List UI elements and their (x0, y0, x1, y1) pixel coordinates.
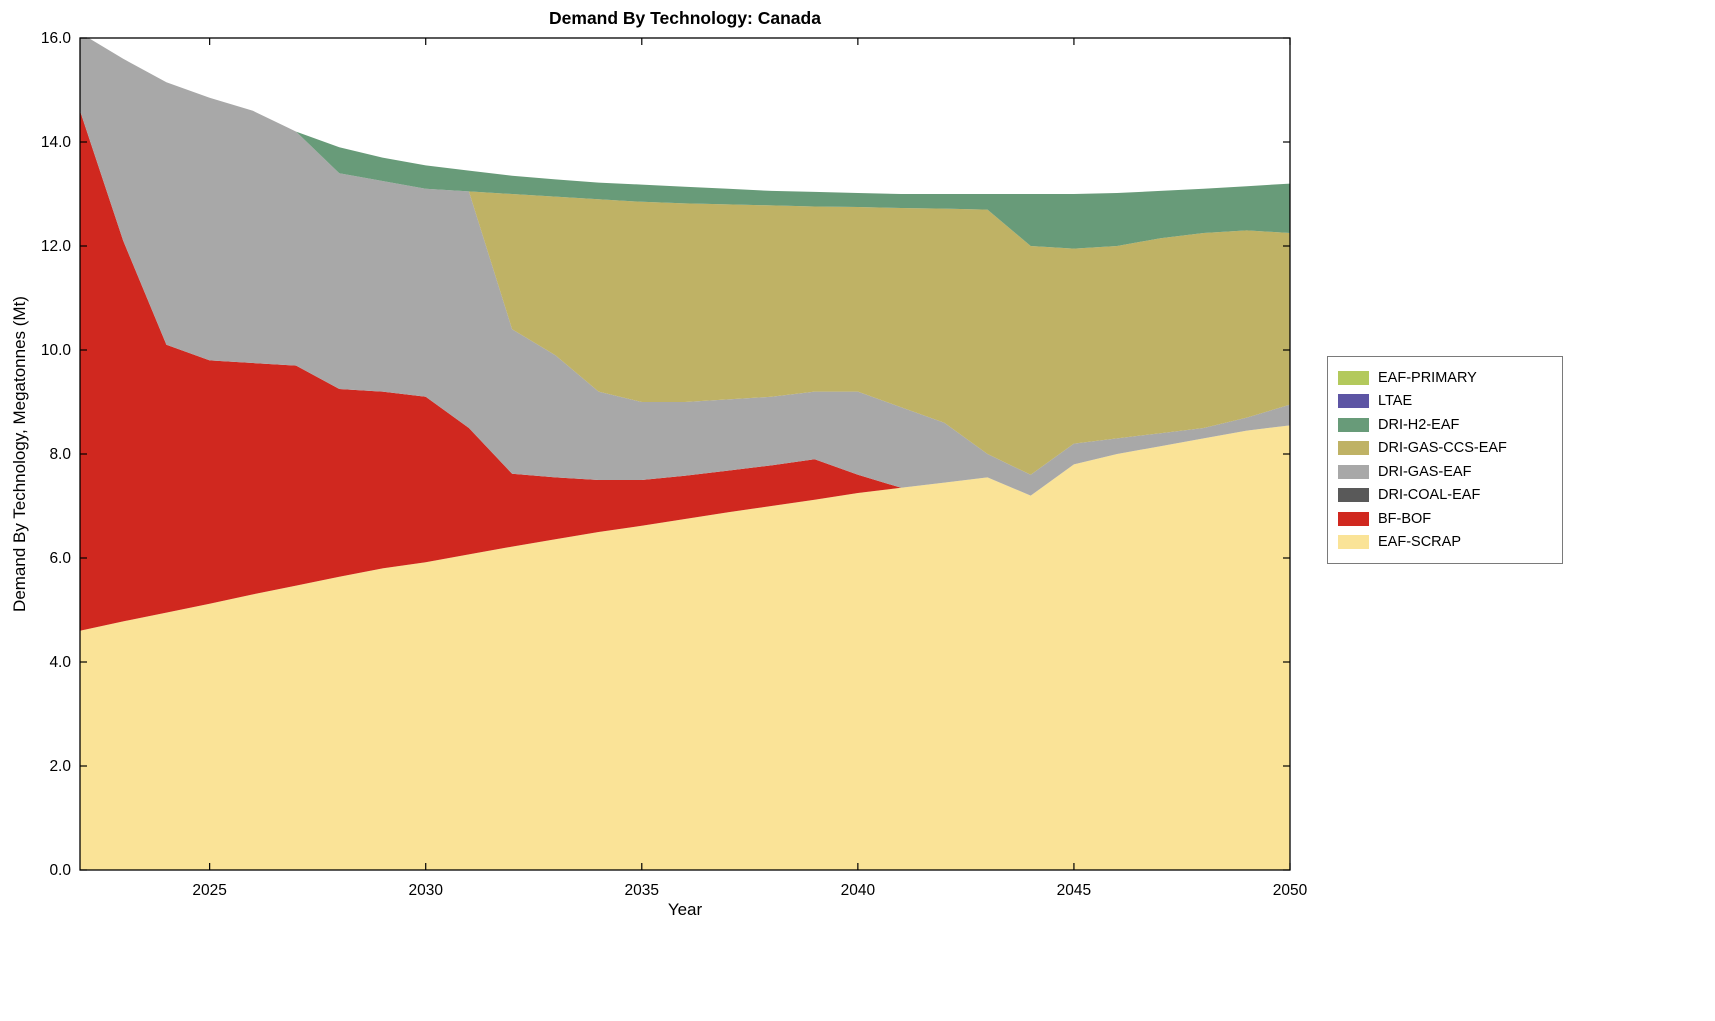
legend-swatch-eaf-scrap (1338, 535, 1369, 550)
y-tick-label: 0.0 (49, 862, 71, 879)
legend-item-dri-gas-ccs-eaf: DRI-GAS-CCS-EAF (1338, 437, 1552, 461)
area-bf-bof (80, 110, 1290, 631)
legend-label: EAF-PRIMARY (1378, 369, 1477, 386)
y-tick-label: 12.0 (41, 238, 72, 255)
legend-label: EAF-SCRAP (1378, 534, 1461, 551)
x-tick-label: 2035 (625, 882, 659, 899)
area-dri-gas-eaf (80, 38, 1290, 496)
legend-swatch-eaf-primary (1338, 370, 1369, 385)
legend-swatch-dri-gas-eaf (1338, 464, 1369, 479)
legend-swatch-dri-coal-eaf (1338, 488, 1369, 503)
legend: EAF-PRIMARY LTAE DRI-H2-EAF DRI-GAS-CCS-EAF… (1327, 356, 1563, 564)
x-tick-label: 2050 (1273, 882, 1308, 899)
legend-swatch-bf-bof (1338, 511, 1369, 526)
legend-item-dri-gas-eaf: DRI-GAS-EAF (1338, 460, 1552, 484)
y-tick-label: 2.0 (49, 758, 71, 775)
legend-item-dri-h2-eaf: DRI-H2-EAF (1338, 413, 1552, 437)
legend-label: DRI-GAS-EAF (1378, 463, 1472, 480)
y-tick-label: 6.0 (49, 550, 71, 567)
x-tick-label: 2030 (408, 882, 443, 899)
y-tick-label: 4.0 (49, 654, 71, 671)
y-tick-label: 16.0 (41, 30, 72, 47)
legend-item-dri-coal-eaf: DRI-COAL-EAF (1338, 484, 1552, 508)
legend-item-eaf-primary: EAF-PRIMARY (1338, 366, 1552, 390)
legend-label: DRI-GAS-CCS-EAF (1378, 440, 1507, 457)
area-dri-gas-ccs-eaf (88, 38, 1290, 475)
y-tick-label: 8.0 (49, 446, 71, 463)
y-tick-label: 14.0 (41, 134, 72, 151)
legend-item-ltae: LTAE (1338, 390, 1552, 414)
legend-label: BF-BOF (1378, 510, 1432, 527)
legend-label: DRI-COAL-EAF (1378, 487, 1481, 504)
legend-swatch-dri-gas-ccs-eaf (1338, 441, 1369, 456)
legend-label: DRI-H2-EAF (1378, 416, 1460, 433)
area-eaf-scrap (80, 425, 1290, 870)
legend-swatch-ltae (1338, 394, 1369, 409)
y-tick-label: 10.0 (41, 342, 72, 359)
x-axis-label: Year (667, 900, 703, 919)
x-tick-label: 2040 (841, 882, 876, 899)
chart-title: Demand By Technology: Canada (549, 8, 821, 28)
x-tick-label: 2045 (1057, 882, 1091, 899)
legend-item-bf-bof: BF-BOF (1338, 507, 1552, 531)
area-dri-h2-eaf (88, 38, 1290, 249)
legend-item-eaf-scrap: EAF-SCRAP (1338, 531, 1552, 555)
y-axis-label: Demand By Technology, Megatonnes (Mt) (10, 296, 29, 612)
legend-swatch-dri-h2-eaf (1338, 417, 1369, 432)
x-tick-label: 2025 (192, 882, 226, 899)
legend-label: LTAE (1378, 393, 1413, 410)
